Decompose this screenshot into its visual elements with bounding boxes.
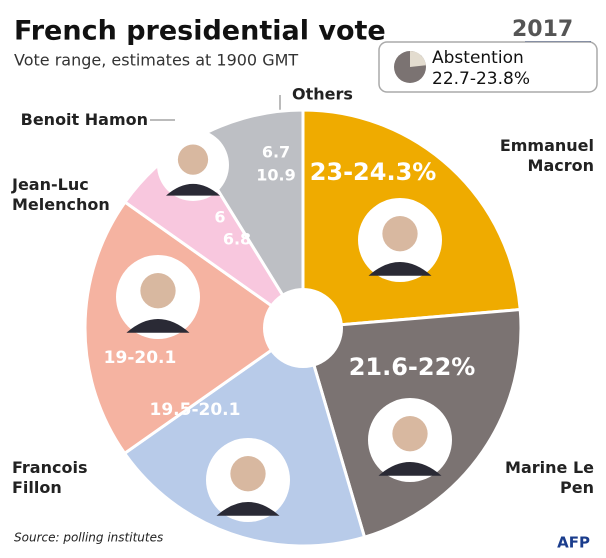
value-label: 19-20.1 [104, 348, 177, 368]
others-name: Others [292, 85, 353, 104]
logo-year: 2017 [512, 17, 573, 42]
abstention-slice [410, 51, 426, 67]
source: Source: polling institutes [14, 531, 163, 545]
value-label: 10.9 [256, 166, 295, 185]
abstention-value: 22.7-23.8% [432, 69, 530, 89]
category-label: Benoit Hamon [20, 110, 148, 129]
category-label: Francois Fillon [12, 458, 88, 497]
photo-body [166, 183, 220, 196]
photo-head [177, 144, 209, 175]
credit: AFP [557, 534, 590, 552]
value-label: 21.6-22% [349, 353, 476, 381]
abstention-box [378, 41, 598, 93]
photo-body [216, 502, 280, 516]
category-label: Emmanuel Macron [499, 136, 594, 175]
value-label: 23-24.3% [310, 158, 437, 186]
abstention-label: Abstention [432, 48, 524, 68]
category-label: Jean-Luc Melenchon [12, 175, 110, 214]
chart-title: French presidential vote [14, 16, 386, 47]
slice [122, 325, 367, 548]
photo-head [392, 416, 428, 452]
value-label: 6 [214, 208, 225, 227]
photo-body [368, 262, 432, 276]
value-label: 6.8 [223, 230, 251, 249]
photo-body [126, 319, 190, 333]
photo-body [378, 462, 442, 476]
photo-head [230, 456, 266, 492]
category-label: Marine Le Pen [505, 458, 594, 497]
value-label: 6.7 [262, 143, 290, 162]
donut-hole [263, 288, 343, 368]
value-label: 19.5-20.1 [150, 400, 241, 420]
photo-head [140, 273, 176, 309]
chart-subtitle: Vote range, estimates at 1900 GMT [14, 51, 298, 70]
photo-head [382, 216, 418, 252]
